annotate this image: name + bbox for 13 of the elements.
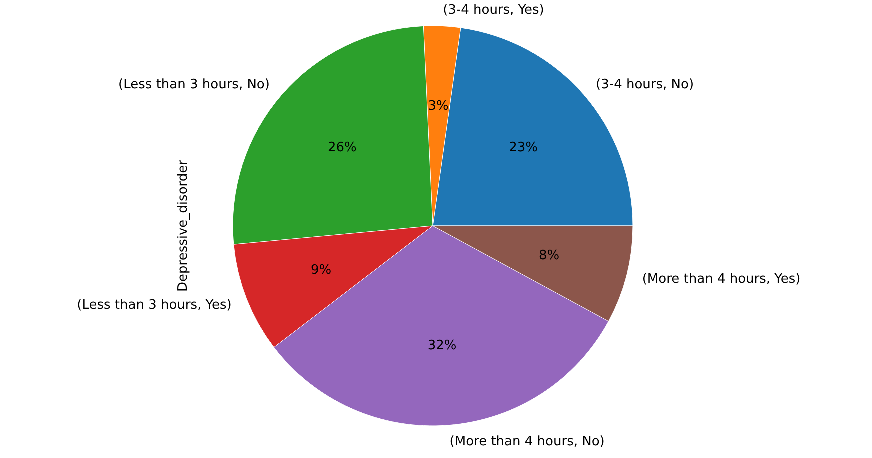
data-label: 8%: [538, 248, 560, 264]
data-label: 9%: [310, 262, 332, 278]
slice-label: (Less than 3 hours, Yes): [77, 298, 232, 313]
slice-label: (Less than 3 hours, No): [118, 77, 270, 92]
text: Depressive_disorder: [176, 159, 191, 292]
slice-label: (3-4 hours, No): [596, 77, 694, 92]
slice-label: (More than 4 hours, No): [450, 434, 605, 450]
data-label: 3%: [428, 99, 449, 114]
data-label: 26%: [328, 140, 357, 156]
data-label: 32%: [428, 338, 457, 354]
data-label: 23%: [509, 140, 538, 156]
slice-label: (More than 4 hours, Yes): [642, 272, 801, 288]
slice-label: (3-4 hours, Yes): [443, 3, 544, 18]
